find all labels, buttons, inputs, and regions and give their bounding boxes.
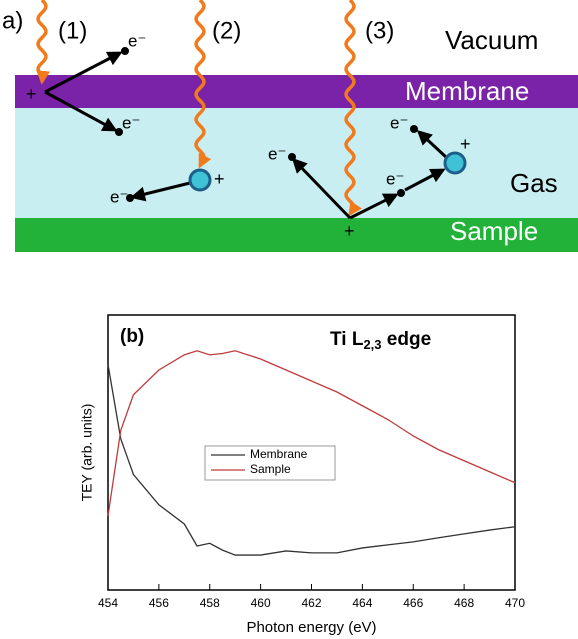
- membrane-layer: [15, 75, 578, 108]
- legend: [204, 445, 336, 481]
- x-tick-label: 468: [454, 596, 474, 610]
- electron: [410, 125, 418, 133]
- photon: [36, 0, 51, 85]
- ion: [188, 168, 212, 192]
- panel-label: (b): [120, 326, 144, 347]
- charge-label: +: [344, 221, 355, 241]
- x-tick-label: 464: [352, 596, 372, 610]
- ion: [443, 151, 467, 175]
- arrow: [130, 181, 191, 202]
- process-label: (1): [58, 17, 87, 44]
- series-line: [107, 350, 516, 516]
- electron: [126, 194, 134, 202]
- title-part: 2,3: [363, 337, 381, 352]
- arrow: [291, 157, 352, 220]
- arrow: [349, 193, 399, 220]
- title-part: edge: [382, 329, 432, 350]
- electron: [397, 189, 405, 197]
- electron: [121, 47, 129, 55]
- process-label: (3): [365, 17, 394, 44]
- electron-label: e⁻: [122, 113, 140, 132]
- arrow: [416, 129, 449, 160]
- y-axis-label: TEY (arb. units): [79, 404, 95, 502]
- chart-title: Ti L2,3 edge: [330, 329, 431, 352]
- electron-label: e⁻: [110, 187, 128, 206]
- legend-label: Sample: [250, 462, 291, 476]
- x-tick-label: 460: [251, 596, 271, 610]
- electron-label: e⁻: [390, 113, 408, 132]
- arrow: [404, 168, 446, 192]
- electron: [115, 128, 123, 136]
- layer-label: Vacuum: [445, 25, 538, 55]
- electron-label: e⁻: [128, 31, 146, 50]
- x-axis-label: Photon energy (eV): [246, 619, 376, 636]
- x-tick-label: 454: [98, 596, 118, 610]
- layer-label: Sample: [450, 216, 538, 246]
- arrow: [44, 90, 118, 132]
- layer-label: Membrane: [405, 76, 529, 106]
- charge-label: +: [214, 169, 225, 189]
- charge-label: +: [26, 84, 37, 104]
- charge-label: +: [460, 134, 471, 154]
- x-tick-label: 456: [149, 596, 169, 610]
- layer-label: Gas: [510, 168, 558, 198]
- photon: [194, 0, 212, 169]
- title-part: Ti L: [330, 329, 364, 350]
- electron-label: e⁻: [386, 169, 404, 188]
- x-tick-label: 462: [301, 596, 321, 610]
- x-tick-label: 458: [200, 596, 220, 610]
- electron: [288, 153, 296, 161]
- arrow: [44, 51, 123, 94]
- sample-layer: [15, 218, 578, 252]
- series-line: [107, 364, 516, 556]
- legend-label: Membrane: [250, 447, 308, 461]
- process-label: (2): [212, 17, 241, 44]
- photon: [344, 0, 363, 217]
- x-tick-label: 466: [403, 596, 423, 610]
- panel-label: a): [2, 7, 23, 34]
- x-tick-label: 470: [505, 596, 525, 610]
- chart: 454 456 458 460 462 464 466 468 470 Photon energy…: [79, 314, 525, 636]
- diagram: a) (1) (2) (3) Vacuum Membrane Gas Sampl…: [2, 0, 578, 252]
- electron-label: e⁻: [268, 144, 286, 163]
